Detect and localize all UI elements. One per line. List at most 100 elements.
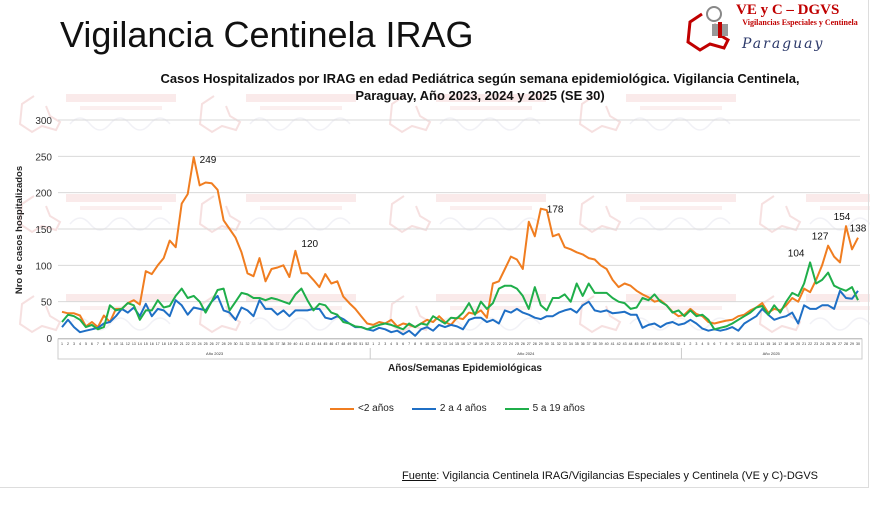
year-label: Año 2025 [763,351,781,356]
x-tick-label: 8 [103,342,105,346]
x-tick-label: 17 [778,342,782,346]
x-tick-label: 24 [509,342,513,346]
x-tick-label: 27 [527,342,531,346]
x-tick-label: 24 [198,342,202,346]
x-tick-label: 20 [174,342,178,346]
x-tick-label: 33 [563,342,567,346]
year-label: Año 2024 [517,351,535,356]
x-tick-label: 34 [569,342,573,346]
x-tick-label: 35 [575,342,579,346]
x-tick-label: 9 [109,342,111,346]
x-tick-label: 3 [695,342,697,346]
x-tick-label: 29 [539,342,543,346]
x-tick-label: 36 [269,342,273,346]
x-tick-label: 37 [275,342,279,346]
x-tick-label: 5 [707,342,709,346]
legend-item-under-2: <2 años [330,403,394,414]
x-tick-label: 13 [132,342,136,346]
x-tick-label: 10 [736,342,740,346]
x-tick-label: 4 [701,342,703,346]
x-tick-label: 16 [461,342,465,346]
x-tick-label: 2 [378,342,380,346]
x-tick-label: 44 [317,342,321,346]
x-tick-label: 30 [545,342,549,346]
x-tick-label: 1 [372,342,374,346]
logo-map-icon [686,6,730,52]
x-tick-label: 1 [61,342,63,346]
x-tick-label: 27 [838,342,842,346]
y-tick-label: 0 [46,334,52,345]
x-tick-label: 32 [246,342,250,346]
x-tick-label: 52 [676,342,680,346]
x-tick-label: 25 [515,342,519,346]
x-tick-label: 20 [796,342,800,346]
x-tick-label: 51 [670,342,674,346]
x-tick-label: 14 [138,342,142,346]
x-tick-label: 37 [587,342,591,346]
logo-line1: VE y C – DGVS [736,2,840,18]
x-tick-label: 48 [653,342,657,346]
x-tick-label: 21 [180,342,184,346]
x-tick-label: 28 [844,342,848,346]
legend-item-2-4: 2 a 4 años [411,403,487,414]
x-tick-label: 4 [390,342,392,346]
y-tick-label: 250 [35,152,52,163]
x-tick-label: 46 [641,342,645,346]
x-tick-label: 47 [647,342,651,346]
x-tick-label: 19 [790,342,794,346]
x-tick-label: 11 [742,342,746,346]
x-tick-label: 2 [689,342,691,346]
x-tick-label: 9 [420,342,422,346]
legend-label: <2 años [358,403,394,414]
x-tick-label: 19 [479,342,483,346]
x-tick-label: 12 [126,342,130,346]
x-tick-label: 30 [234,342,238,346]
source-label: Fuente [402,470,437,482]
x-tick-label: 50 [353,342,357,346]
x-tick-label: 46 [329,342,333,346]
x-tick-label: 19 [168,342,172,346]
y-tick-label: 50 [41,298,53,309]
x-tick-label: 6 [713,342,715,346]
x-tick-label: 48 [341,342,345,346]
x-tick-label: 27 [216,342,220,346]
x-tick-label: 40 [293,342,297,346]
x-tick-label: 47 [335,342,339,346]
x-tick-label: 40 [605,342,609,346]
y-tick-label: 200 [35,189,52,200]
data-label: 104 [788,248,805,259]
x-tick-label: 31 [240,342,244,346]
x-tick-label: 5 [396,342,398,346]
x-tick-label: 3 [384,342,386,346]
x-tick-label: 16 [150,342,154,346]
x-tick-label: 4 [79,342,81,346]
x-tick-label: 38 [281,342,285,346]
x-tick-label: 22 [808,342,812,346]
x-tick-label: 15 [766,342,770,346]
x-tick-label: 14 [449,342,453,346]
x-tick-label: 11 [431,342,435,346]
x-tick-label: 1 [683,342,685,346]
frame [0,0,869,488]
source-note: Fuente: Vigilancia Centinela IRAG/Vigila… [402,470,818,482]
series-line-2 [61,261,859,331]
x-tick-label: 12 [437,342,441,346]
x-tick-label: 52 [365,342,369,346]
y-tick-label: 100 [35,261,52,272]
x-tick-label: 43 [311,342,315,346]
page-title: Vigilancia Centinela IRAG [60,14,474,55]
x-tick-label: 36 [581,342,585,346]
x-tick-label: 13 [443,342,447,346]
x-tick-label: 23 [814,342,818,346]
data-label: 249 [200,155,217,166]
x-tick-label: 15 [455,342,459,346]
x-tick-label: 21 [802,342,806,346]
year-label: Año 2023 [206,351,224,356]
logo-line3: Paraguay [742,36,825,52]
x-tick-label: 30 [856,342,860,346]
x-tick-label: 24 [820,342,824,346]
x-tick-label: 49 [658,342,662,346]
x-tick-label: 16 [772,342,776,346]
logo-line2: Vigilancias Especiales y Centinela [742,18,858,27]
